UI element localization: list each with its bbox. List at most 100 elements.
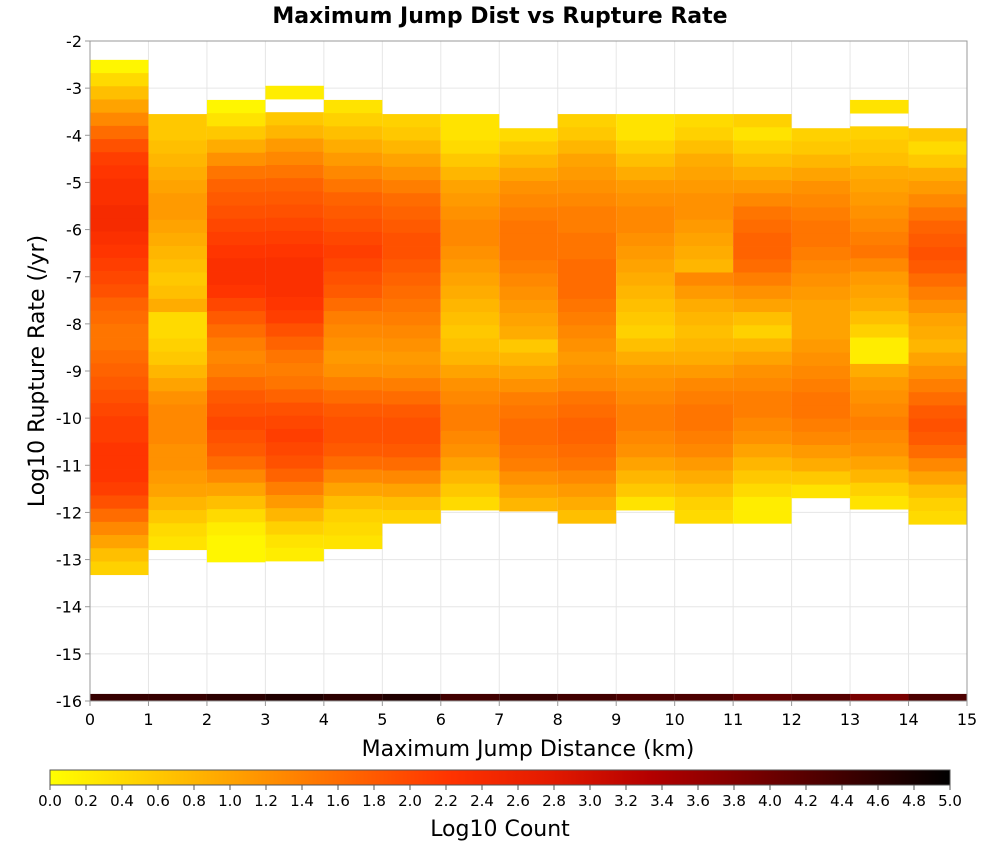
- x-tick-label: 7: [494, 710, 504, 729]
- heatmap-cell: [791, 392, 851, 406]
- heatmap-cell: [323, 284, 383, 299]
- heatmap-cell: [265, 402, 324, 417]
- heatmap-cell: [148, 338, 207, 353]
- heatmap-cell: [674, 338, 734, 353]
- heatmap-cell: [90, 469, 149, 483]
- heatmap-cell: [908, 273, 967, 288]
- x-tick-label: 4: [319, 710, 329, 729]
- heatmap-cell: [908, 128, 967, 142]
- heatmap-cell: [733, 219, 792, 234]
- heatmap-cell: [440, 219, 500, 234]
- heatmap-cell: [382, 364, 441, 379]
- heatmap-cell: [440, 391, 500, 405]
- x-tick-label: 3: [260, 710, 270, 729]
- heatmap-cell: [850, 165, 909, 180]
- heatmap-cell: [908, 471, 967, 486]
- heatmap-cell: [733, 430, 792, 445]
- heatmap-cell: [791, 167, 851, 182]
- heatmap-cell: [323, 258, 383, 272]
- heatmap-cell: [440, 496, 500, 511]
- heatmap-cell: [499, 418, 558, 433]
- heatmap-cell: [382, 272, 441, 287]
- heatmap-cell: [382, 496, 441, 511]
- heatmap-cell: [440, 114, 500, 128]
- heatmap-cell: [90, 59, 149, 74]
- heatmap-cell: [323, 311, 383, 325]
- heatmap-cell: [265, 310, 324, 324]
- heatmap-cell: [382, 351, 441, 366]
- colorbar-tick-label: 4.2: [794, 792, 818, 810]
- heatmap-cell: [908, 458, 967, 472]
- heatmap-cell: [323, 337, 383, 352]
- heatmap-cell-bottom-row: [733, 693, 792, 701]
- heatmap-cell: [265, 428, 324, 443]
- heatmap-cell: [382, 510, 441, 524]
- heatmap-cell: [908, 233, 967, 248]
- heatmap-cell: [908, 154, 967, 169]
- heatmap-cell: [90, 429, 149, 444]
- heatmap-cell: [265, 283, 324, 298]
- heatmap-cell: [323, 469, 383, 484]
- x-axis-ticks: 0 1 2 3 4 5 6 7 8 9 10 11 12 13 14 15: [85, 701, 977, 729]
- heatmap-cell: [265, 442, 324, 456]
- heatmap-cell: [850, 403, 909, 418]
- heatmap-cell: [557, 510, 617, 524]
- heatmap-cell: [499, 326, 558, 340]
- heatmap-cell: [206, 152, 266, 167]
- heatmap-cell: [499, 194, 558, 208]
- heatmap-cell: [674, 246, 734, 260]
- heatmap-cell: [148, 285, 207, 300]
- heatmap-cell: [499, 379, 558, 393]
- heatmap-cell: [323, 456, 383, 470]
- heatmap-cell: [323, 99, 383, 114]
- heatmap-cell: [674, 325, 734, 339]
- heatmap-cell: [265, 481, 324, 496]
- y-tick-label: -2: [66, 32, 82, 51]
- heatmap-cell: [499, 233, 558, 248]
- heatmap-cell: [674, 378, 734, 392]
- heatmap-cell: [733, 180, 792, 194]
- heatmap-cell: [90, 99, 149, 114]
- heatmap-cell: [733, 417, 792, 432]
- heatmap-cell: [265, 125, 324, 139]
- heatmap-cell: [206, 482, 266, 497]
- heatmap-cell: [90, 86, 149, 100]
- colorbar-tick-label: 0.8: [182, 792, 206, 810]
- heatmap-cell: [850, 429, 909, 444]
- heatmap-cell: [674, 206, 734, 221]
- heatmap-cell: [674, 404, 734, 419]
- heatmap-cell: [499, 445, 558, 459]
- heatmap-cell: [733, 470, 792, 485]
- heatmap-cell: [323, 377, 383, 391]
- heatmap-cell: [265, 270, 324, 285]
- colorbar-tick-label: 4.8: [902, 792, 926, 810]
- y-tick-label: -9: [66, 362, 82, 381]
- heatmap-cell: [616, 166, 675, 181]
- heatmap-cell: [499, 313, 558, 327]
- heatmap-cell: [323, 271, 383, 286]
- heatmap-cell: [148, 470, 207, 485]
- heatmap-cell: [440, 364, 500, 379]
- heatmap-cell: [90, 284, 149, 298]
- colorbar-ticks: 0.0 0.2 0.4 0.6 0.8 1.0 1.2 1.4 1.6 1.8 2.0 2.2 2.4 2…: [38, 785, 962, 810]
- heatmap-cell: [440, 140, 500, 155]
- heatmap-cell: [908, 511, 967, 525]
- x-tick-label: 8: [553, 710, 563, 729]
- heatmap-cell: [265, 296, 324, 311]
- heatmap-cell: [206, 311, 266, 325]
- heatmap-cell: [323, 126, 383, 140]
- heatmap-cell: [440, 127, 500, 141]
- colorbar-tick-label: 0.6: [146, 792, 170, 810]
- heatmap-cell: [382, 285, 441, 300]
- heatmap-cell: [791, 207, 851, 222]
- heatmap-cell: [791, 484, 851, 499]
- heatmap-cell: [206, 509, 266, 523]
- heatmap-cell: [265, 415, 324, 430]
- heatmap-cell-bottom-row: [499, 693, 558, 701]
- chart-title: Maximum Jump Dist vs Rupture Rate: [272, 4, 727, 29]
- colorbar-tick-label: 4.0: [758, 792, 782, 810]
- heatmap-cell: [908, 484, 967, 499]
- colorbar-tick-label: 0.2: [74, 792, 98, 810]
- heatmap-cell: [908, 405, 967, 420]
- heatmap-cell: [733, 153, 792, 168]
